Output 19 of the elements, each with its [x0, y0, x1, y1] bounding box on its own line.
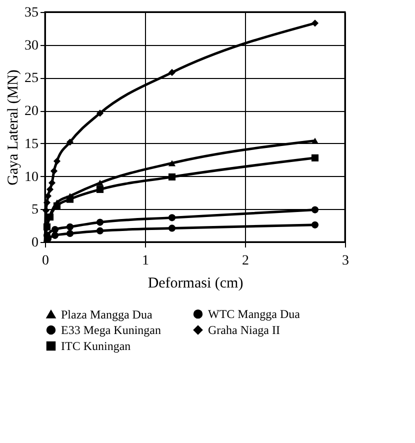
legend-label: E33 Mega Kuningan [61, 323, 161, 337]
legend-label: Plaza Mangga Dua [61, 307, 153, 322]
x-axis-title: Deformasi (cm) [148, 276, 244, 292]
y-tick-label: 25 [24, 71, 38, 86]
legend-label: WTC Mangga Dua [208, 307, 301, 322]
x-tick-label: 1 [142, 254, 149, 268]
y-tick-label: 20 [24, 104, 38, 120]
y-tick-label: 15 [24, 136, 38, 152]
y-tick-label: 0 [32, 236, 38, 250]
x-tick-label: 3 [342, 254, 349, 268]
x-tick-label: 0 [42, 254, 49, 268]
y-tick-label: 10 [24, 170, 38, 185]
y-axis-title: Gaya Lateral (MN) [6, 70, 22, 186]
legend-label: ITC Kuningan [61, 339, 131, 353]
y-tick-label: 30 [24, 38, 38, 54]
x-tick-label: 2 [242, 254, 249, 268]
y-tick-label: 5 [32, 202, 38, 218]
legend-label: Graha Niaga II [208, 323, 280, 337]
y-tick-label: 35 [24, 6, 38, 20]
